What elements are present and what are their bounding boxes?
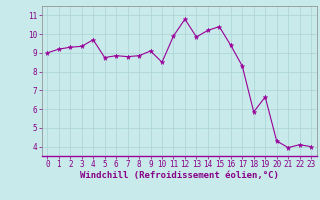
X-axis label: Windchill (Refroidissement éolien,°C): Windchill (Refroidissement éolien,°C) xyxy=(80,171,279,180)
